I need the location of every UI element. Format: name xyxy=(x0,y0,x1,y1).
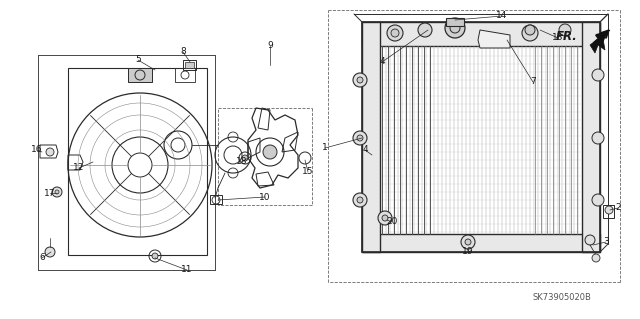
Circle shape xyxy=(525,25,535,35)
Circle shape xyxy=(387,25,403,41)
Text: 2: 2 xyxy=(615,204,621,212)
Text: 9: 9 xyxy=(267,41,273,50)
Circle shape xyxy=(592,194,604,206)
Circle shape xyxy=(592,132,604,144)
Text: 17: 17 xyxy=(44,189,56,197)
Circle shape xyxy=(152,253,158,259)
Text: 11: 11 xyxy=(181,265,193,275)
Polygon shape xyxy=(590,30,610,53)
Text: 19: 19 xyxy=(462,248,474,256)
Text: 16: 16 xyxy=(31,145,43,154)
Bar xyxy=(446,18,464,26)
Circle shape xyxy=(52,187,62,197)
Text: 3: 3 xyxy=(603,238,609,247)
Circle shape xyxy=(382,215,388,221)
Text: 13: 13 xyxy=(552,33,564,42)
Circle shape xyxy=(592,254,600,262)
Circle shape xyxy=(461,235,475,249)
Text: 4: 4 xyxy=(362,145,368,154)
Circle shape xyxy=(522,25,538,41)
Bar xyxy=(362,22,600,46)
Text: 20: 20 xyxy=(387,218,397,226)
Text: FR.: FR. xyxy=(556,31,578,43)
Circle shape xyxy=(242,155,248,161)
Text: 4: 4 xyxy=(379,57,385,66)
Polygon shape xyxy=(128,68,152,82)
Text: 1: 1 xyxy=(322,144,328,152)
Text: 18: 18 xyxy=(236,158,248,167)
Circle shape xyxy=(357,77,363,83)
Circle shape xyxy=(357,135,363,141)
Text: 8: 8 xyxy=(180,48,186,56)
Circle shape xyxy=(592,69,604,81)
Circle shape xyxy=(353,131,367,145)
Bar xyxy=(362,234,600,252)
Circle shape xyxy=(55,190,59,194)
Text: 5: 5 xyxy=(135,56,141,64)
Text: 6: 6 xyxy=(39,254,45,263)
Circle shape xyxy=(378,211,392,225)
Circle shape xyxy=(585,235,595,245)
Text: SK73905020B: SK73905020B xyxy=(532,293,591,302)
Circle shape xyxy=(559,24,571,36)
Text: 7: 7 xyxy=(530,78,536,86)
Circle shape xyxy=(263,145,277,159)
Circle shape xyxy=(46,148,54,156)
Circle shape xyxy=(418,23,432,37)
Circle shape xyxy=(391,29,399,37)
Circle shape xyxy=(353,193,367,207)
Bar xyxy=(362,22,600,252)
Polygon shape xyxy=(478,30,510,48)
Text: 15: 15 xyxy=(302,167,314,176)
Text: 14: 14 xyxy=(496,11,508,20)
Circle shape xyxy=(45,247,55,257)
Circle shape xyxy=(353,73,367,87)
Circle shape xyxy=(450,23,460,33)
Circle shape xyxy=(605,206,613,214)
Circle shape xyxy=(465,239,471,245)
Polygon shape xyxy=(185,62,194,68)
Text: 10: 10 xyxy=(259,192,271,202)
Circle shape xyxy=(445,18,465,38)
Circle shape xyxy=(357,197,363,203)
Bar xyxy=(362,22,380,252)
Bar xyxy=(582,22,600,252)
Text: 12: 12 xyxy=(74,164,84,173)
